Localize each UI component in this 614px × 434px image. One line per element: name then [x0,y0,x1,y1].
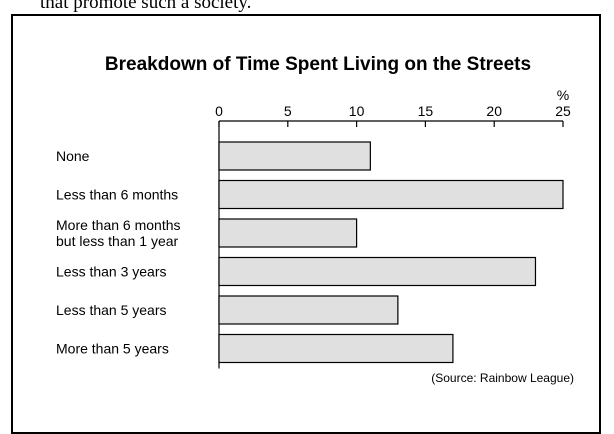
axis-unit-label: % [557,87,569,103]
bar-2 [218,179,564,210]
x-tick-label: 15 [418,103,434,119]
bars [218,141,564,364]
x-tick-label: 20 [486,103,502,119]
x-tick-label: 0 [215,103,223,119]
x-tick-label: 25 [555,103,571,119]
bar-chart: Breakdown of Time Spent Living on the St… [56,54,574,385]
source-label: (Source: Rainbow League) [431,371,574,385]
category-label-line: Less than 5 years [56,302,167,318]
top-caption-text: that promote such a society. [40,0,252,13]
x-tick-label: 5 [284,103,292,119]
category-label-line: None [56,148,90,164]
category-label-line: Less than 3 years [56,264,167,280]
category-label: Less than 5 years [56,302,167,318]
bar-1 [218,141,371,171]
category-label-line: but less than 1 year [56,233,179,249]
bar-6 [218,333,454,364]
chart-title: Breakdown of Time Spent Living on the St… [105,54,531,75]
bar-4 [218,256,537,287]
category-label: More than 5 years [56,341,169,357]
category-label: More than 6 months but less than 1 year [56,217,181,249]
category-labels: None Less than 6 months More than 6 months… [56,148,181,357]
category-label-line: Less than 6 months [56,187,178,203]
category-label-line: More than 5 years [56,341,169,357]
category-label: None [56,148,90,164]
category-label: Less than 3 years [56,264,167,280]
bar-3 [218,218,358,248]
x-axis: 0 5 10 15 20 25 [215,103,571,369]
x-tick-label: 10 [349,103,365,119]
category-label: Less than 6 months [56,187,178,203]
bar-5 [218,295,399,325]
category-label-line: More than 6 months [56,217,181,233]
